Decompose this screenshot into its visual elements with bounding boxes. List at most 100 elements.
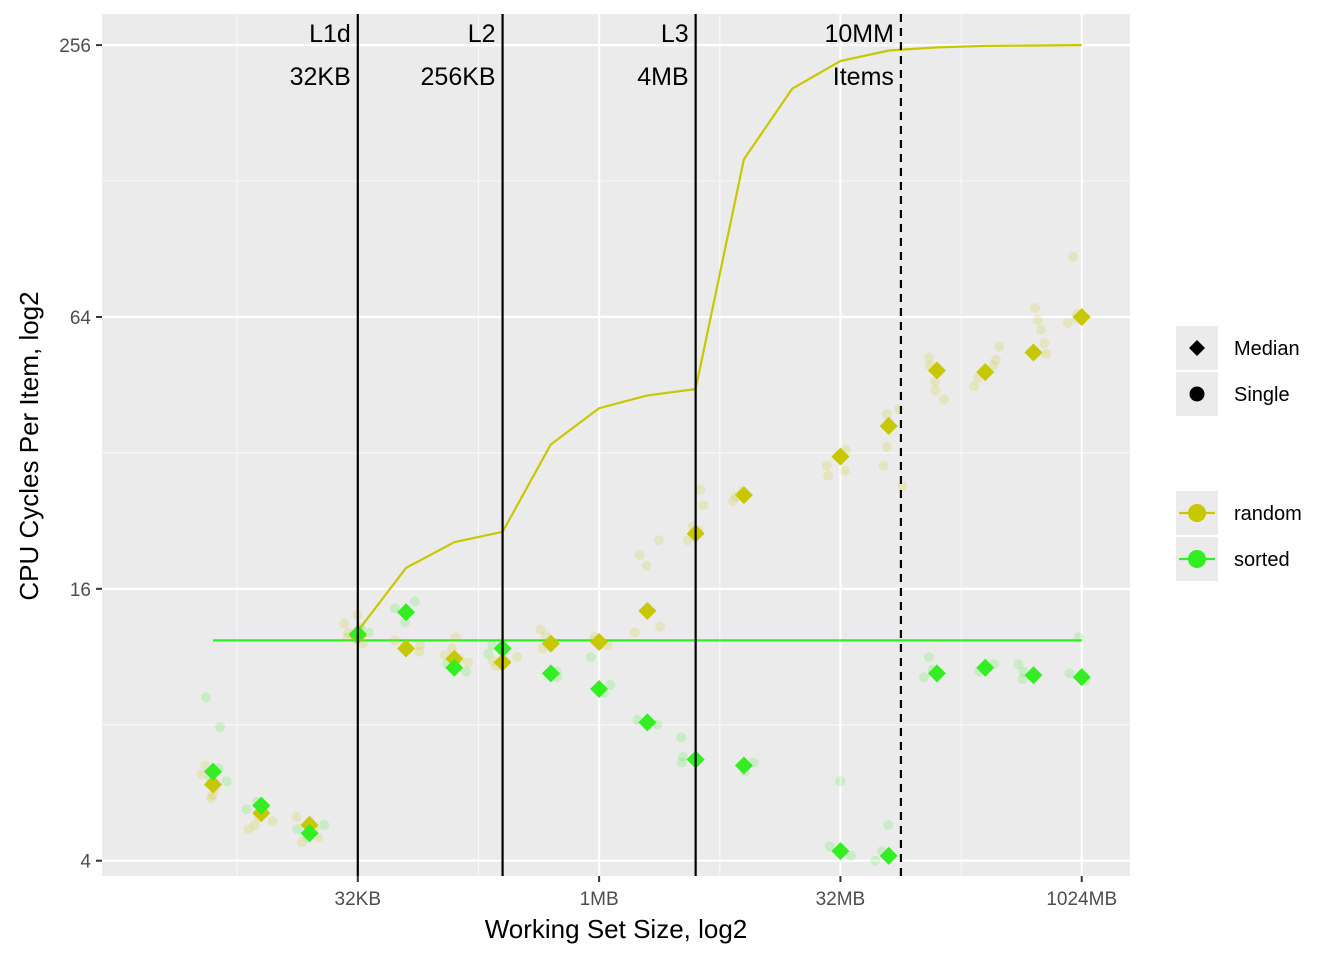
- x-tick-label: 32KB: [335, 889, 381, 910]
- sorted-single-point: [201, 692, 212, 703]
- random-single-point: [939, 394, 950, 405]
- vline-sublabel: 4MB: [637, 63, 688, 91]
- legend-circle-icon: [1188, 504, 1206, 522]
- sorted-median-point: [445, 658, 464, 677]
- random-single-point: [296, 837, 307, 848]
- sorted-single-point: [389, 603, 400, 614]
- sorted-single-point: [676, 732, 687, 743]
- legend-circle-icon: [1188, 550, 1206, 568]
- sorted-median-point: [300, 824, 319, 843]
- random-median-point: [397, 639, 416, 658]
- random-single-point: [821, 460, 832, 471]
- random-single-point: [249, 819, 260, 830]
- random-single-point: [682, 535, 693, 546]
- legend-circle-icon: [1189, 386, 1205, 402]
- sorted-median-point: [976, 658, 995, 677]
- sorted-single-point: [221, 776, 232, 787]
- vline-sublabel: Items: [833, 63, 894, 91]
- sorted-single-point: [870, 855, 881, 866]
- random-single-point: [339, 618, 350, 629]
- legend-label: Median: [1234, 338, 1300, 360]
- y-tick-label: 4: [80, 852, 91, 873]
- random-single-point: [823, 470, 834, 481]
- random-single-point: [727, 496, 738, 507]
- random-line: [356, 44, 1082, 632]
- legend-diamond-icon: [1189, 340, 1205, 356]
- random-median-point: [927, 361, 946, 380]
- random-single-point: [206, 793, 217, 804]
- sorted-median-point: [879, 846, 898, 865]
- random-single-point: [1030, 302, 1041, 313]
- panel-background: [102, 14, 1130, 876]
- sorted-single-point: [1013, 659, 1024, 670]
- random-single-point: [450, 632, 461, 643]
- random-median-point: [638, 601, 657, 620]
- random-single-point: [634, 550, 645, 561]
- sorted-single-point: [292, 824, 303, 835]
- random-single-point: [512, 652, 523, 663]
- sorted-single-point: [241, 804, 252, 815]
- sorted-single-point: [1017, 674, 1028, 685]
- sorted-single-point: [483, 648, 494, 659]
- vline-sublabel: 256KB: [421, 63, 496, 91]
- cache-boundaries: L1d 32KB L2 256KB L3 4MB 10MM Items: [290, 14, 903, 876]
- random-single-point: [698, 500, 709, 511]
- random-median-point: [204, 775, 223, 794]
- legend-label: sorted: [1234, 549, 1290, 571]
- random-single-point: [930, 376, 941, 387]
- random-single-point: [990, 354, 1001, 365]
- random-single-point: [695, 484, 706, 495]
- random-median-point: [541, 634, 560, 653]
- random-single-point: [893, 404, 904, 415]
- sorted-single-point: [461, 666, 472, 677]
- sorted-single-point: [1073, 632, 1084, 643]
- sorted-single-point: [923, 652, 934, 663]
- random-single-point: [881, 409, 892, 420]
- random-single-point: [207, 789, 218, 800]
- sorted-median-point: [1072, 668, 1091, 687]
- sorted-single-point: [1064, 668, 1075, 679]
- data-points: [196, 251, 1091, 866]
- sorted-median-point: [252, 796, 271, 815]
- axes: 4 16 64 256 32KB 1MB 32MB 1024MB: [59, 36, 1117, 910]
- sorted-single-point: [883, 819, 894, 830]
- legend: Median Single random sorted: [1176, 326, 1302, 581]
- y-tick-label: 64: [70, 308, 92, 329]
- sorted-median-point: [541, 664, 560, 683]
- random-median-point: [976, 363, 995, 382]
- random-single-point: [389, 635, 400, 646]
- sorted-median-point: [1024, 666, 1043, 685]
- sorted-single-point: [678, 751, 689, 762]
- random-single-point: [415, 640, 426, 651]
- random-single-point: [641, 560, 652, 571]
- random-median-point: [590, 633, 609, 652]
- random-single-point: [924, 352, 935, 363]
- random-median-point: [1024, 343, 1043, 362]
- x-tick-label: 1MB: [580, 889, 619, 910]
- random-single-point: [462, 657, 473, 668]
- sorted-single-point: [835, 776, 846, 787]
- random-single-point: [994, 341, 1005, 352]
- vline-label: 10MM: [824, 20, 893, 48]
- sorted-single-point: [586, 652, 597, 663]
- random-single-point: [655, 621, 666, 632]
- sorted-single-point: [319, 819, 330, 830]
- legend-label: random: [1234, 503, 1302, 525]
- plot-panel: [102, 14, 1130, 876]
- random-single-point: [629, 627, 640, 638]
- random-single-point: [988, 360, 999, 371]
- sorted-single-point: [409, 596, 420, 607]
- sorted-single-point: [363, 627, 374, 638]
- vline-sublabel: 32KB: [290, 63, 351, 91]
- sorted-single-point: [605, 679, 616, 690]
- random-single-point: [243, 824, 254, 835]
- random-single-point: [1062, 318, 1073, 329]
- random-single-point: [878, 460, 889, 471]
- random-single-point: [897, 481, 908, 492]
- vline-label: L2: [468, 20, 496, 48]
- random-single-point: [930, 385, 941, 396]
- sorted-median-point: [638, 713, 657, 732]
- random-single-point: [881, 441, 892, 452]
- random-single-point: [1032, 315, 1043, 326]
